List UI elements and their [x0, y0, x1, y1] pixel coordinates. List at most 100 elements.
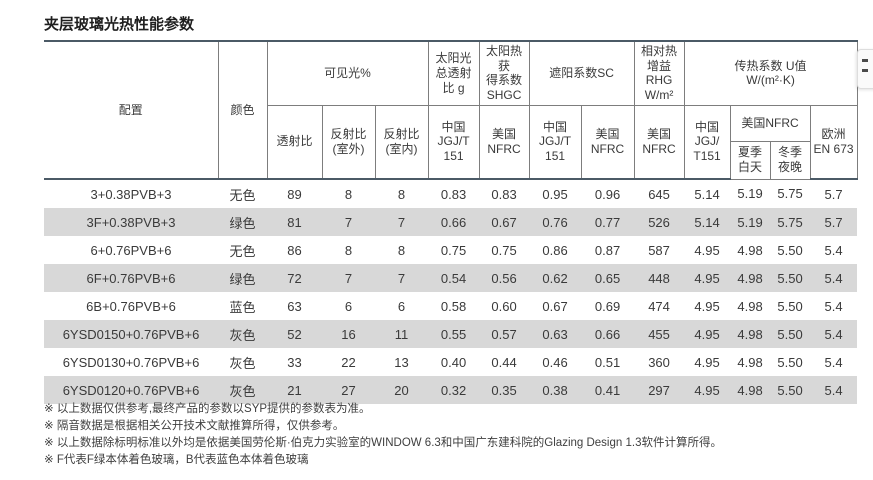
- value-cell: 0.66: [428, 208, 480, 236]
- value-cell: 7: [322, 208, 375, 236]
- value-cell: 4.95: [694, 354, 720, 370]
- header-usa-nfrc-shgc: 美国 NFRC: [478, 105, 530, 180]
- performance-table: 配置 颜色 可见光% 太阳光 总透射 比 g 太阳热获 得系数 SHGC 遮阳系…: [44, 40, 858, 404]
- value-cell: 448: [634, 264, 685, 292]
- value-cell: 0.96: [594, 186, 621, 202]
- value-cell: 5.4: [824, 298, 843, 314]
- value-cell: 0.56: [479, 264, 530, 292]
- config-cell: 6YSD0150+0.76PVB+6: [44, 320, 218, 348]
- header-relative-heat-gain: 相对热 增益RHG W/m²: [633, 41, 685, 106]
- value-cell: 526: [634, 208, 685, 236]
- value-cell: 4.95: [694, 242, 720, 258]
- color-cell: 灰色: [229, 355, 256, 371]
- value-cell: 474: [648, 298, 670, 314]
- header-winter-night: 冬季 夜晚: [769, 141, 811, 180]
- table-row: 6YSD0120+0.76PVB+6 灰色 21 27 20 0.32 0.35 0.38 0.…: [44, 376, 858, 404]
- table-body: 3+0.38PVB+3 无色 89 8 8 0.83 0.83 0.95 0.96 645 5.14…: [44, 179, 858, 404]
- value-cell: 0.75: [491, 242, 517, 258]
- color-cell: 灰色: [218, 376, 267, 404]
- value-cell: 81: [267, 208, 322, 236]
- value-cell: 7: [375, 208, 429, 236]
- config-cell: 6B+0.76PVB+6: [86, 298, 176, 314]
- value-cell: 0.67: [542, 298, 568, 314]
- value-cell: 0.87: [594, 242, 621, 258]
- value-cell: 0.62: [529, 264, 582, 292]
- value-cell: 297: [634, 376, 685, 404]
- value-cell: 8: [344, 242, 353, 258]
- header-transmittance: 透射比: [266, 105, 323, 180]
- value-cell: 5.4: [824, 354, 843, 370]
- table-row: 6+0.76PVB+6 无色 86 8 8 0.75 0.75 0.86 0.87 587 4.95…: [44, 236, 857, 264]
- header-usa-nfrc-rhg: 美国 NFRC: [633, 105, 685, 180]
- footnote: ※ 以上数据仅供参考,最终产品的参数以SYP提供的参数表为准。: [44, 403, 371, 415]
- header-china-jgj-u: 中国 JGJ/ T151: [683, 105, 731, 180]
- value-cell: 7: [375, 264, 429, 292]
- value-cell: 5.19: [737, 186, 763, 202]
- value-cell: 0.54: [428, 264, 480, 292]
- config-cell: 3+0.38PVB+3: [90, 186, 172, 202]
- value-cell: 5.75: [777, 186, 803, 202]
- value-cell: 13: [394, 354, 409, 370]
- value-cell: 72: [267, 264, 322, 292]
- value-cell: 0.95: [542, 186, 568, 202]
- header-color: 颜色: [217, 41, 268, 180]
- color-cell: 灰色: [218, 320, 267, 348]
- value-cell: 5.14: [684, 208, 731, 236]
- table-row: 6YSD0150+0.76PVB+6 灰色 52 16 11 0.55 0.57 0.63 0.…: [44, 320, 858, 348]
- value-cell: 4.98: [730, 264, 771, 292]
- header-solar-transmittance: 太阳光 总透射 比 g: [427, 41, 480, 106]
- value-cell: 4.95: [694, 298, 720, 314]
- value-cell: 5.50: [777, 354, 803, 370]
- header-usa-nfrc-sc: 美国 NFRC: [580, 105, 635, 180]
- value-cell: 0.60: [491, 298, 517, 314]
- table-header: 配置 颜色 可见光% 太阳光 总透射 比 g 太阳热获 得系数 SHGC 遮阳系…: [44, 41, 858, 180]
- color-cell: 绿色: [218, 264, 267, 292]
- value-cell: 11: [375, 320, 429, 348]
- value-cell: 5.4: [810, 320, 858, 348]
- value-cell: 8: [344, 186, 353, 202]
- table-row: 6YSD0130+0.76PVB+6 灰色 33 22 13 0.40 0.44 0.46 0.…: [44, 348, 857, 376]
- value-cell: 22: [341, 354, 356, 370]
- value-cell: 0.46: [542, 354, 568, 370]
- value-cell: 5.75: [770, 208, 811, 236]
- value-cell: 0.38: [529, 376, 582, 404]
- value-cell: 5.50: [777, 242, 803, 258]
- value-cell: 5.50: [770, 376, 811, 404]
- value-cell: 0.41: [581, 376, 635, 404]
- header-reflectance-outdoor: 反射比 (室外): [321, 105, 376, 180]
- value-cell: 0.51: [594, 354, 621, 370]
- value-cell: 86: [287, 242, 302, 258]
- value-cell: 4.98: [730, 376, 771, 404]
- value-cell: 21: [267, 376, 322, 404]
- value-cell: 5.19: [730, 208, 771, 236]
- floating-widget[interactable]: [857, 49, 873, 89]
- table-row: 6F+0.76PVB+6 绿色 72 7 7 0.54 0.56 0.62 0.65 448 4.9…: [44, 264, 858, 292]
- color-cell: 绿色: [218, 208, 267, 236]
- value-cell: 0.35: [479, 376, 530, 404]
- value-cell: 6: [397, 298, 406, 314]
- value-cell: 6: [344, 298, 353, 314]
- value-cell: 5.14: [694, 186, 720, 202]
- value-cell: 645: [648, 186, 670, 202]
- header-u-value: 传热系数 U值 W/(m²·K): [683, 41, 858, 106]
- value-cell: 89: [287, 186, 302, 202]
- value-cell: 5.50: [770, 264, 811, 292]
- value-cell: 0.83: [491, 186, 517, 202]
- value-cell: 4.95: [684, 264, 731, 292]
- value-cell: 0.32: [428, 376, 480, 404]
- value-cell: 63: [287, 298, 302, 314]
- value-cell: 7: [322, 264, 375, 292]
- value-cell: 455: [634, 320, 685, 348]
- header-summer-day: 夏季 白天: [729, 141, 771, 180]
- value-cell: 0.67: [479, 208, 530, 236]
- color-cell: 无色: [229, 187, 256, 203]
- value-cell: 0.77: [581, 208, 635, 236]
- value-cell: 8: [397, 186, 406, 202]
- value-cell: 20: [375, 376, 429, 404]
- value-cell: 5.4: [824, 242, 843, 258]
- value-cell: 0.40: [440, 354, 467, 370]
- footnote: ※ 以上数据除标明标准以外均是依据美国劳伦斯·伯克力实验室的WINDOW 6.3…: [44, 437, 722, 450]
- header-usa-nfrc-u: 美国NFRC: [729, 105, 811, 142]
- value-cell: 52: [267, 320, 322, 348]
- value-cell: 0.65: [581, 264, 635, 292]
